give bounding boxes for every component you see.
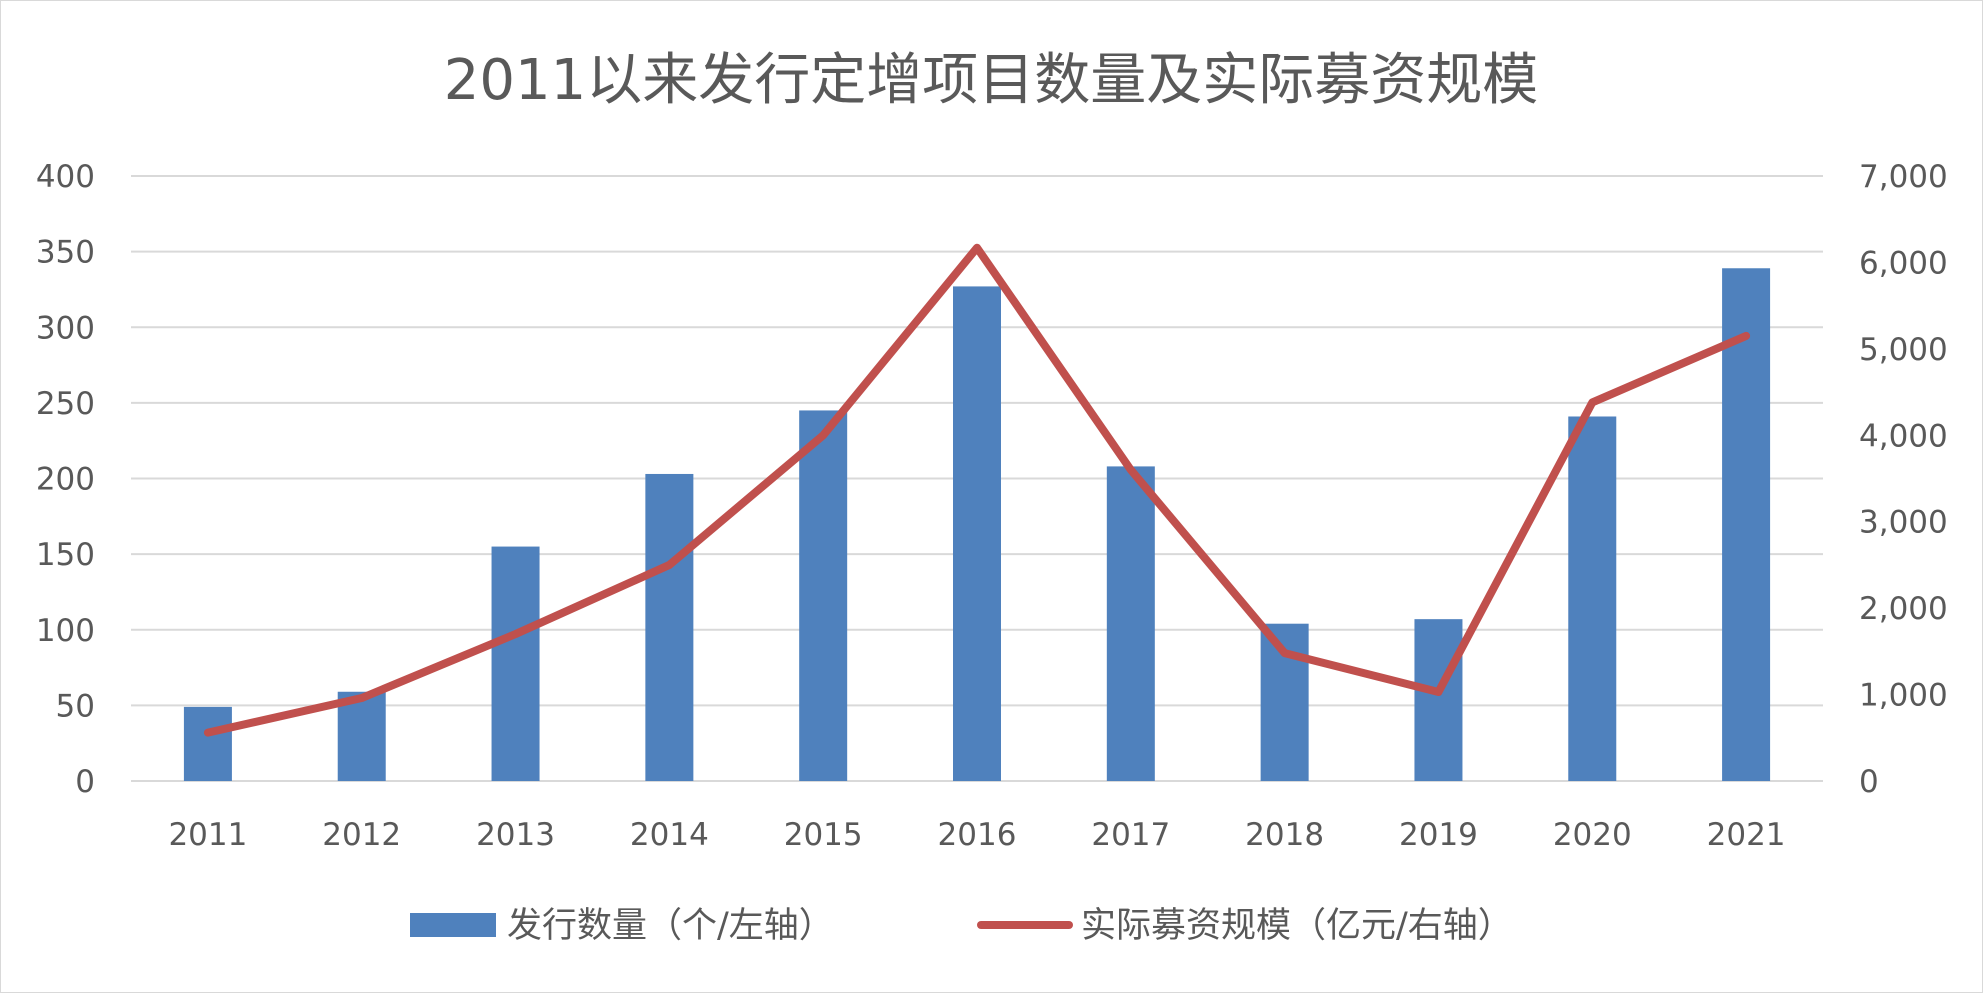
bar-2014 — [645, 473, 694, 781]
x-axis-tick-label: 2012 — [322, 817, 401, 853]
right-axis-tick-label: 4,000 — [1859, 418, 1948, 454]
line-series — [203, 243, 1751, 737]
left-axis-tick-label: 250 — [36, 386, 95, 422]
right-axis-tick-label: 6,000 — [1859, 245, 1948, 281]
x-axis-tick-label: 2016 — [938, 817, 1017, 853]
bar-2019 — [1414, 619, 1463, 781]
bar-2011 — [183, 706, 232, 781]
bar-series — [183, 268, 1771, 781]
right-axis-tick-label: 3,000 — [1859, 505, 1948, 541]
bar-2013 — [491, 546, 540, 781]
x-axis-tick-label: 2015 — [784, 817, 863, 853]
left-axis-tick-label: 50 — [56, 688, 95, 724]
x-axis-tick-label: 2019 — [1399, 817, 1478, 853]
bar-2017 — [1106, 466, 1155, 781]
bar-2012 — [337, 691, 386, 781]
right-axis-tick-label: 7,000 — [1859, 159, 1948, 195]
bar-2016 — [953, 286, 1001, 781]
right-axis-tick-label: 1,000 — [1859, 678, 1948, 714]
x-axis-labels: 2011 2012 2013 2014 2015 2016 2017 2018 2019 2020… — [168, 817, 1785, 853]
x-axis-tick-label: 2018 — [1245, 817, 1324, 853]
x-axis-tick-label: 2013 — [476, 817, 555, 853]
left-axis-tick-label: 0 — [75, 764, 95, 800]
chart-title: 2011以来发行定增项目数量及实际募资规模 — [444, 48, 1539, 113]
legend-label-bars: 发行数量（个/左轴） — [507, 906, 834, 946]
right-axis-tick-label: 0 — [1859, 764, 1879, 800]
left-axis-tick-label: 300 — [36, 310, 95, 346]
left-axis-tick-label: 200 — [36, 462, 95, 498]
bar-2015 — [799, 410, 848, 781]
bar-2020 — [1568, 416, 1617, 781]
left-axis-tick-label: 350 — [36, 235, 95, 271]
x-axis-tick-label: 2017 — [1091, 817, 1170, 853]
x-axis-tick-label: 2021 — [1707, 817, 1786, 853]
right-axis-labels: 0 1,000 2,000 3,000 4,000 5,000 6,000 7,000 — [1859, 159, 1948, 800]
x-axis-tick-label: 2020 — [1553, 817, 1632, 853]
legend-swatch-bars — [410, 913, 496, 937]
left-axis-tick-label: 400 — [36, 159, 95, 195]
x-axis-tick-label: 2011 — [168, 817, 247, 853]
right-axis-tick-label: 5,000 — [1859, 332, 1948, 368]
left-axis-tick-label: 100 — [36, 613, 95, 649]
legend-label-line: 实际募资规模（亿元/右轴） — [1081, 906, 1513, 946]
left-axis-tick-label: 150 — [36, 537, 95, 573]
x-axis-tick-label: 2014 — [630, 817, 709, 853]
left-axis-labels: 0 50 100 150 200 250 300 350 400 — [36, 159, 95, 800]
bar-2021 — [1722, 268, 1771, 781]
legend: 发行数量（个/左轴） 实际募资规模（亿元/右轴） — [410, 906, 1513, 946]
right-axis-tick-label: 2,000 — [1859, 591, 1948, 627]
